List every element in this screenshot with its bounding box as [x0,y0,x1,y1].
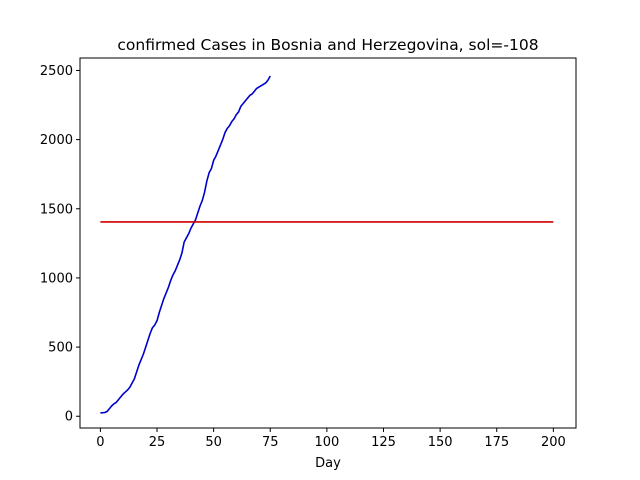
plot-frame [79,57,577,429]
y-tick-label: 1500 [40,202,73,217]
x-axis: 0 25 50 75 100 125 150 175 200 [96,428,566,450]
x-tick-label: 25 [149,435,166,450]
y-axis: 0 500 1000 1500 2000 2500 [40,64,80,425]
series-layer [100,75,554,414]
x-tick-label: 125 [371,435,396,450]
x-tick-label: 175 [484,435,509,450]
x-tick-label: 0 [96,435,104,450]
chart-title: confirmed Cases in Bosnia and Herzegovin… [117,36,538,54]
x-tick-label: 50 [205,435,222,450]
x-axis-label: Day [315,456,341,471]
x-tick-label: 200 [541,435,566,450]
y-tick-label: 2000 [40,133,73,148]
y-tick-label: 500 [48,341,73,356]
x-tick-label: 150 [428,435,453,450]
y-tick-label: 2500 [40,64,73,79]
x-tick-label: 100 [314,435,339,450]
x-tick-label: 75 [262,435,279,450]
y-tick-label: 1000 [40,271,73,286]
series-line-0 [100,75,271,414]
y-tick-label: 0 [65,410,73,425]
